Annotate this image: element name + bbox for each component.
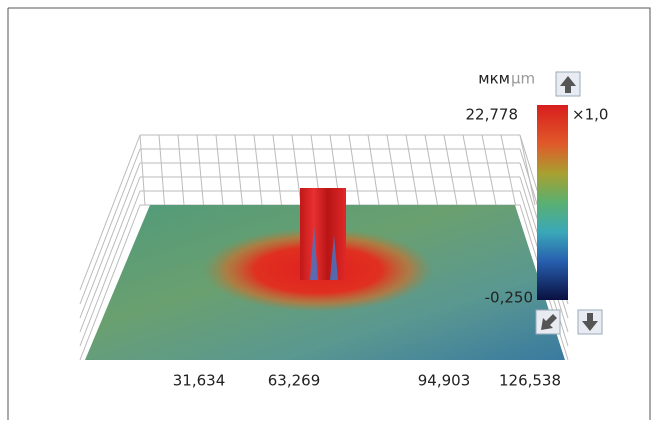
grid-line xyxy=(273,135,282,205)
scale-up-button[interactable] xyxy=(556,72,580,96)
x-tick-label: 63,269 xyxy=(268,372,321,390)
grid-line xyxy=(368,135,379,205)
grid-line xyxy=(197,135,204,205)
x-tick-label: 94,903 xyxy=(418,372,471,390)
grid-line xyxy=(216,135,223,205)
x-axis: 31,634 63,269 94,903 126,538 xyxy=(173,372,561,390)
grid-line xyxy=(292,135,301,205)
grid-line xyxy=(387,135,399,205)
grid-line xyxy=(463,135,477,205)
grid-line xyxy=(425,135,438,205)
grid-line xyxy=(235,135,243,205)
grid-line xyxy=(444,135,457,205)
colorbar-max: 22,778 xyxy=(466,106,519,124)
grid-line xyxy=(406,135,418,205)
peak xyxy=(300,188,346,280)
colorbar-min: -0,250 xyxy=(485,289,533,307)
grid-line xyxy=(501,135,516,205)
colorbar-scale: ×1,0 xyxy=(572,106,608,124)
grid-line xyxy=(254,135,262,205)
unit-si: µm xyxy=(511,70,535,88)
grid-line xyxy=(349,135,360,205)
grid-line xyxy=(159,135,165,205)
x-tick-label: 31,634 xyxy=(173,372,226,390)
scale-down-button[interactable] xyxy=(578,310,602,334)
x-tick-label: 126,538 xyxy=(499,372,561,390)
scale-down-left-button[interactable] xyxy=(536,310,560,334)
viewer: мкм µm 22,778 ×1,0 -0,250 31,634 63,269 94… xyxy=(0,0,658,428)
unit-local: мкм xyxy=(478,70,510,88)
grid-line xyxy=(482,135,496,205)
grid-line xyxy=(140,135,145,205)
colorbar xyxy=(537,105,568,300)
grid-line xyxy=(178,135,184,205)
